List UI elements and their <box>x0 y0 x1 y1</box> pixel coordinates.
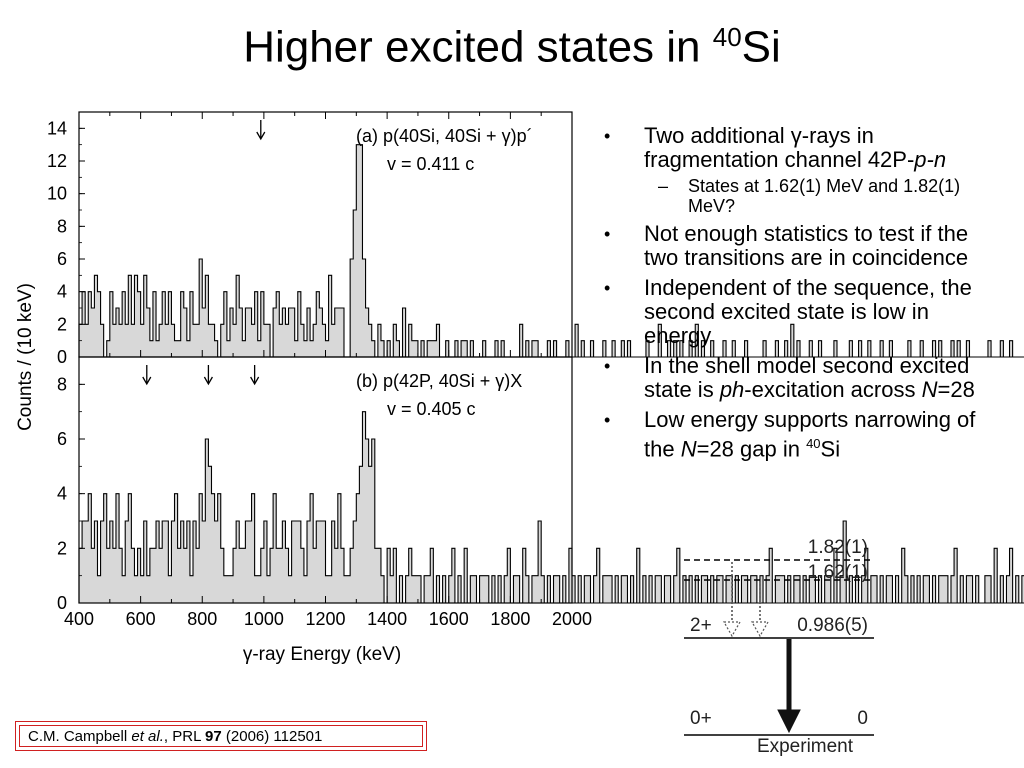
bullet-5-italic-n: N <box>680 436 697 462</box>
peak-arrowhead-b <box>142 376 152 386</box>
y-tick-label-a: 4 <box>57 282 67 302</box>
spectrum-panel-b: 0 2 4 6 8 400 600 800 1000 1200 1400 1600 1800 2000 (b… <box>57 356 1024 629</box>
level-scheme-diagram: 1.82(1) 1.62(1) 0.986(5) 0 2+ 0+ Experiment <box>684 537 874 757</box>
panel-reaction-a: (a) p(40Si, 40Si + γ)p´ <box>356 126 533 146</box>
bullet-5-mass-number: 40 <box>806 436 821 451</box>
panel-velocity-b: v = 0.405 c <box>387 399 476 419</box>
chart-axis-labels: γ-ray Energy (keV) Counts / (10 keV) <box>15 283 401 665</box>
bullet-item-2: Not enough statistics to test if the two… <box>602 222 1002 270</box>
x-axis-label: γ-ray Energy (keV) <box>243 644 401 665</box>
citation-journal: , PRL <box>163 728 206 745</box>
citation-box: C.M. Campbell et al., PRL 97 (2006) 1125… <box>15 721 427 751</box>
bullet-4-text-a: In the shell model second excited state … <box>644 353 970 402</box>
bullet-5-element: Si <box>820 436 841 462</box>
panel-velocity-a: v = 0.411 c <box>387 154 474 174</box>
y-tick-label-b: 6 <box>57 429 67 449</box>
x-tick-label: 1600 <box>429 609 469 629</box>
bullet-4-text-b: -excitation across <box>744 377 922 402</box>
citation-author: C.M. Campbell <box>28 728 132 745</box>
bullet-4-text-c: =28 <box>937 377 975 402</box>
y-axis-label: Counts / (10 keV) <box>15 283 36 431</box>
level-energy-2plus: 0.986(5) <box>797 615 868 636</box>
x-tick-label: 1000 <box>244 609 284 629</box>
y-tick-label-b: 8 <box>57 374 67 394</box>
y-tick-label-b: 0 <box>57 593 67 613</box>
level-energy-ground: 0 <box>857 708 868 729</box>
x-tick-label: 1400 <box>367 609 407 629</box>
bullet-4-italic-n: N <box>921 377 938 402</box>
peak-arrowhead-b <box>250 376 260 386</box>
x-tick-label: 400 <box>64 609 94 629</box>
transition-1620-arrowhead <box>750 621 770 638</box>
y-tick-label-b: 4 <box>57 484 67 504</box>
y-tick-label-a: 0 <box>57 347 67 367</box>
level-spin-2plus: 2+ <box>690 615 712 636</box>
x-tick-label: 1200 <box>305 609 345 629</box>
x-tick-label: 2000 <box>552 609 592 629</box>
y-tick-label-a: 2 <box>57 314 67 334</box>
histogram-b <box>78 411 1024 604</box>
bullet-4-italic-ph: ph <box>719 377 745 402</box>
transition-1820-arrowhead <box>722 621 742 638</box>
slide-title: Higher excited states in 40Si <box>0 22 1024 73</box>
bullet-item-3: Independent of the sequence, the second … <box>602 276 1002 348</box>
citation-volume: 97 <box>205 728 222 745</box>
level-energy-1820: 1.82(1) <box>808 537 868 558</box>
y-tick-label-a: 14 <box>47 118 67 138</box>
level-spin-ground: 0+ <box>690 708 712 729</box>
level-scheme-label: Experiment <box>757 736 854 757</box>
panel-reaction-b: (b) p(42P, 40Si + γ)X <box>356 371 522 391</box>
bullet-5-text-a: Low energy supports narrowing of the <box>644 407 976 462</box>
title-element: Si <box>741 22 781 72</box>
citation-text: C.M. Campbell et al., PRL 97 (2006) 1125… <box>19 725 423 747</box>
bullet-1-text-a: Two additional <box>644 123 791 148</box>
transition-2plus-arrowhead <box>777 709 801 734</box>
sub-bullet-list: States at 1.62(1) MeV and 1.82(1) MeV? <box>644 176 1002 216</box>
peak-arrowhead-a <box>256 131 266 141</box>
x-tick-label: 1800 <box>490 609 530 629</box>
bullet-1-text-b: -rays in fragmentation channel 42P- <box>644 123 915 172</box>
y-tick-label-a: 8 <box>57 216 67 236</box>
x-tick-label: 800 <box>187 609 217 629</box>
y-tick-label-b: 2 <box>57 538 67 558</box>
bullet-1-italic: p-n <box>914 147 947 172</box>
bullet-item-1: Two additional γ-rays in fragmentation c… <box>602 123 1002 217</box>
y-tick-label-a: 12 <box>47 151 67 171</box>
bullet-item-5: Low energy supports narrowing of the N=2… <box>602 407 1002 462</box>
y-tick-label-a: 6 <box>57 249 67 269</box>
x-tick-label: 600 <box>126 609 156 629</box>
citation-rest: (2006) 112501 <box>221 728 323 745</box>
title-mass-number: 40 <box>712 22 742 52</box>
bullet-list: Two additional γ-rays in fragmentation c… <box>602 124 1002 467</box>
bullet-item-4: In the shell model second excited state … <box>602 354 1002 402</box>
bullet-1-gamma: γ <box>790 123 802 148</box>
peak-arrowhead-b <box>203 376 213 386</box>
sub-bullet-item-1: States at 1.62(1) MeV and 1.82(1) MeV? <box>644 176 1002 216</box>
y-tick-label-a: 10 <box>47 184 67 204</box>
level-energy-1620: 1.62(1) <box>808 562 868 583</box>
bullet-5-text-b: =28 gap in <box>696 436 807 462</box>
title-text: Higher excited states in <box>243 22 713 72</box>
citation-etal: et al. <box>131 728 164 745</box>
